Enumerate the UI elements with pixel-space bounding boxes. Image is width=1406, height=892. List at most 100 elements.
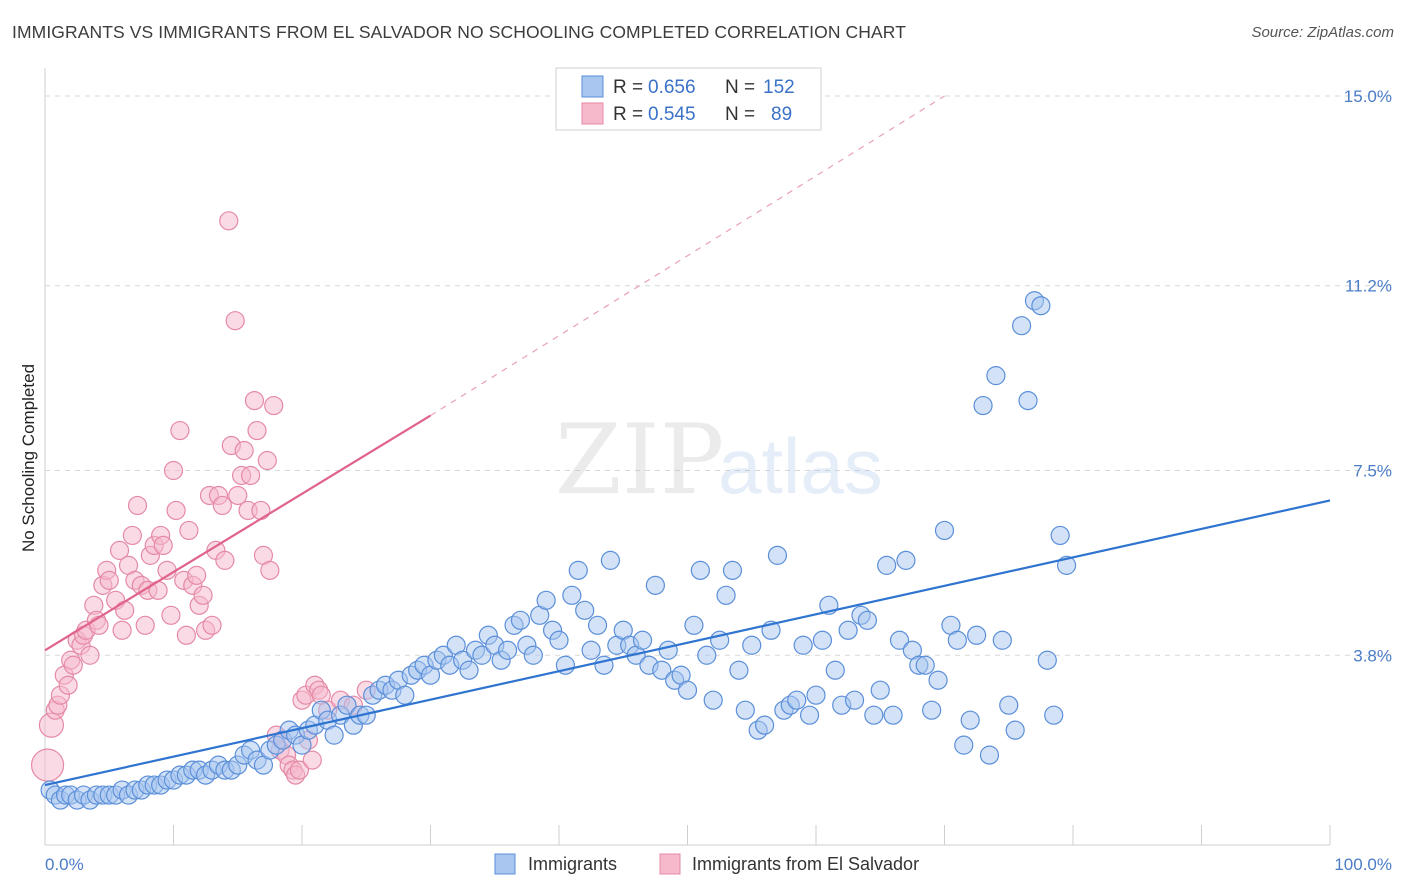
immigrants-point-103: [697, 645, 717, 665]
immigrants-point-108: [729, 660, 749, 680]
immigrants-point-137: [915, 655, 935, 675]
salvador-point-29: [135, 615, 155, 635]
immigrants-point-47: [337, 695, 357, 715]
salvador-point-68: [260, 560, 280, 580]
salvador-point-81: [302, 750, 322, 770]
y-tick-label-3: 15.0%: [1344, 87, 1392, 106]
salvador-point-43: [179, 520, 199, 541]
salvador-point-38: [163, 460, 184, 481]
salvador-point-57: [225, 311, 245, 331]
legend-n-value-2: 89: [771, 104, 792, 125]
salvador-point-42: [176, 625, 196, 645]
salvador-point-27: [127, 495, 148, 516]
immigrants-point-104: [703, 690, 723, 710]
immigrants-point-145: [967, 625, 987, 645]
immigrants-point-88: [600, 550, 621, 570]
series-salvador-points: [30, 211, 376, 785]
watermark-zip: ZIP: [555, 404, 724, 516]
salvador-point-39: [166, 500, 186, 521]
immigrants-point-157: [1044, 705, 1064, 725]
immigrants-point-147: [979, 745, 1000, 765]
immigrants-point-72: [498, 640, 518, 660]
salvador-point-47: [193, 585, 213, 605]
y-axis-label: No Schooling Completed: [19, 364, 38, 552]
x-tick-labels: 0.0% 100.0%: [45, 855, 1392, 874]
immigrants-point-82: [562, 585, 582, 605]
immigrants-point-123: [825, 660, 845, 680]
immigrants-point-128: [857, 610, 878, 630]
grid-lines: [45, 95, 1392, 656]
y-tick-label-2: 11.2%: [1345, 277, 1392, 296]
salvador-point-22: [112, 620, 132, 640]
salvador-point-13: [80, 645, 100, 665]
legend-n-value-1: 152: [763, 77, 795, 98]
immigrants-point-119: [799, 705, 820, 725]
trend-lines: [44, 95, 1331, 787]
immigrants-point-106: [716, 585, 736, 605]
immigrants-point-80: [549, 630, 569, 650]
salvador-point-37: [161, 605, 181, 625]
immigrants-point-133: [889, 630, 910, 650]
immigrants-point-117: [787, 690, 807, 710]
watermark-atlas: atlas: [718, 422, 883, 510]
y-tick-label-1: 7.5%: [1353, 462, 1392, 481]
immigrants-point-76: [523, 645, 543, 665]
chart-title: IMMIGRANTS VS IMMIGRANTS FROM EL SALVADO…: [12, 22, 906, 42]
salvador-point-69: [264, 395, 284, 416]
immigrants-point-132: [883, 705, 903, 725]
immigrants-point-118: [793, 635, 813, 655]
immigrants-point-130: [870, 680, 890, 700]
salvador-point-60: [234, 440, 254, 461]
legend-swatch-immigrants: [581, 75, 604, 98]
immigrants-point-78: [536, 590, 556, 610]
trend-line-salvador: [44, 414, 432, 652]
immigrants-point-129: [864, 705, 884, 725]
bottom-legend: Immigrants Immigrants from El Salvador: [494, 853, 919, 875]
immigrants-point-139: [928, 670, 948, 690]
immigrants-point-45: [324, 725, 344, 745]
immigrants-point-153: [1018, 390, 1038, 411]
salvador-point-55: [219, 211, 239, 231]
salvador-point-67: [257, 450, 277, 471]
immigrants-point-112: [754, 715, 775, 735]
immigrants-point-86: [587, 615, 608, 635]
bottom-legend-swatch-immigrants: [494, 853, 516, 875]
immigrants-point-101: [684, 615, 704, 635]
x-tick-label-0: 0.0%: [45, 855, 84, 874]
immigrants-point-85: [581, 640, 601, 660]
immigrants-point-131: [877, 555, 897, 575]
source-label: Source: ZipAtlas.com: [1251, 24, 1394, 41]
salvador-point-63: [244, 390, 265, 411]
immigrants-point-142: [947, 630, 967, 650]
salvador-point-40: [170, 420, 190, 441]
salvador-point-35: [153, 535, 173, 556]
immigrants-point-143: [954, 735, 974, 755]
immigrants-point-125: [838, 620, 858, 640]
immigrants-point-120: [806, 685, 826, 705]
legend: R = 0.656 N = 152 R = 0.545 N = 89: [555, 67, 822, 131]
salvador-point-62: [241, 465, 261, 486]
immigrants-point-140: [934, 520, 955, 541]
salvador-point-6: [58, 675, 78, 695]
immigrants-point-114: [767, 545, 788, 565]
legend-r-label-2: R =: [613, 104, 643, 125]
axes: [44, 68, 1331, 846]
salvador-point-45: [187, 565, 207, 585]
immigrants-point-56: [395, 685, 415, 705]
immigrants-point-152: [1011, 316, 1032, 336]
immigrants-point-83: [568, 560, 588, 580]
immigrants-point-66: [459, 660, 479, 680]
immigrants-point-84: [575, 600, 595, 620]
immigrants-point-95: [645, 575, 665, 595]
immigrants-point-146: [973, 395, 993, 416]
salvador-point-16: [89, 615, 109, 635]
immigrants-point-158: [1050, 525, 1070, 546]
salvador-point-54: [215, 550, 235, 570]
bottom-legend-salvador: Immigrants from El Salvador: [692, 854, 919, 874]
bottom-legend-swatch-salvador: [659, 853, 681, 875]
legend-swatch-salvador: [581, 102, 604, 125]
salvador-point-50: [202, 615, 222, 635]
immigrants-point-96: [652, 660, 672, 680]
watermark: ZIP atlas: [555, 404, 883, 516]
